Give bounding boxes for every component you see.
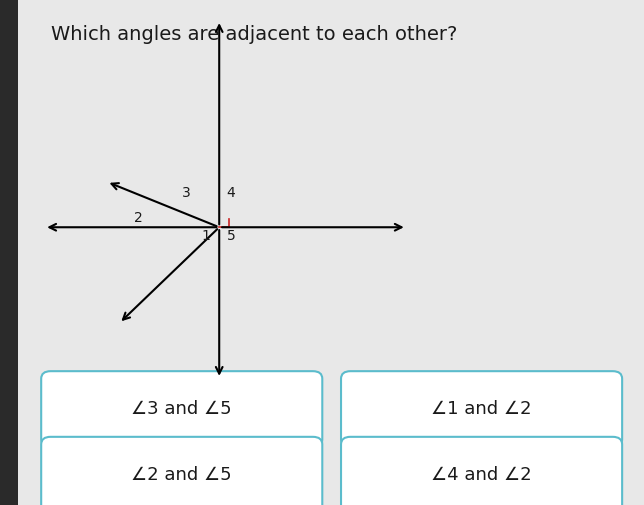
Text: ∠3 and ∠5: ∠3 and ∠5	[131, 400, 232, 418]
FancyBboxPatch shape	[341, 437, 622, 505]
FancyBboxPatch shape	[341, 371, 622, 447]
Text: ∠1 and ∠2: ∠1 and ∠2	[431, 400, 532, 418]
Text: ∠2 and ∠5: ∠2 and ∠5	[131, 466, 232, 484]
FancyBboxPatch shape	[41, 371, 322, 447]
Text: 3: 3	[182, 186, 191, 200]
Text: 1: 1	[201, 229, 210, 243]
Text: 4: 4	[226, 186, 235, 200]
Text: ∠4 and ∠2: ∠4 and ∠2	[431, 466, 532, 484]
Text: Which angles are adjacent to each other?: Which angles are adjacent to each other?	[50, 25, 457, 44]
FancyBboxPatch shape	[41, 437, 322, 505]
Text: 5: 5	[227, 229, 236, 243]
Text: 2: 2	[134, 211, 142, 225]
